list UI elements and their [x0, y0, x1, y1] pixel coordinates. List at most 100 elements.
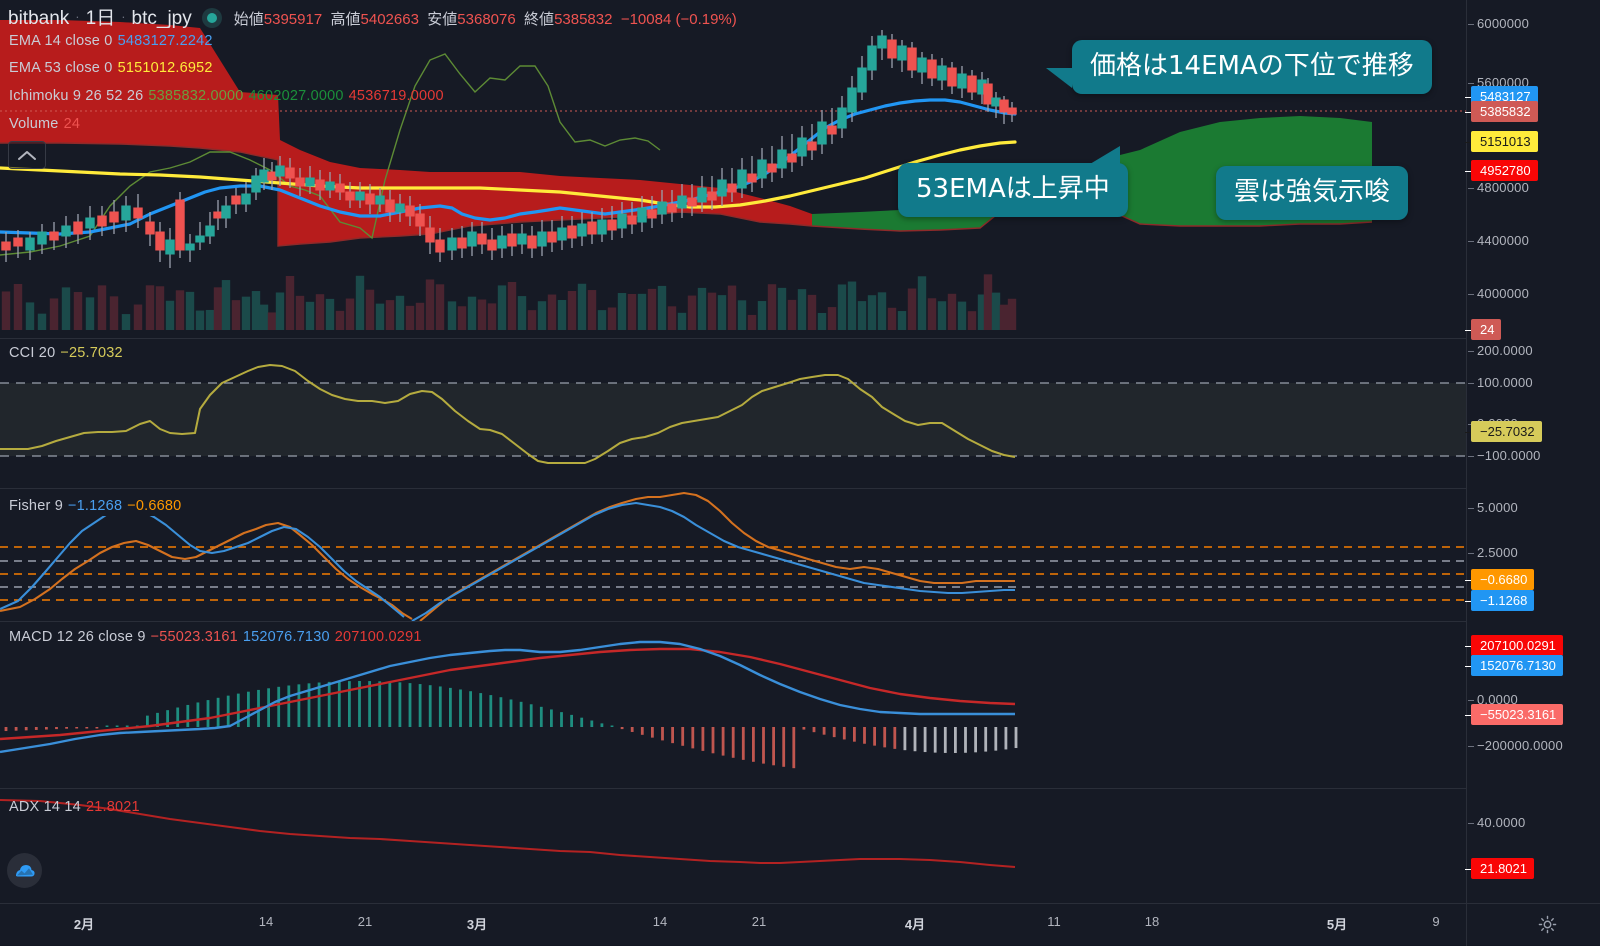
candle-body[interactable]	[375, 195, 385, 205]
volume-bar[interactable]	[221, 280, 231, 330]
volume-bar[interactable]	[517, 296, 527, 330]
volume-bar[interactable]	[185, 291, 195, 330]
volume-bar[interactable]	[295, 295, 305, 330]
candle-body[interactable]	[537, 231, 547, 247]
volume-bar[interactable]	[547, 294, 557, 330]
candle-body[interactable]	[507, 233, 517, 247]
volume-bar[interactable]	[707, 292, 717, 330]
volume-bar[interactable]	[717, 295, 727, 330]
volume-bar[interactable]	[405, 305, 415, 330]
volume-bar[interactable]	[999, 304, 1009, 330]
candle-body[interactable]	[385, 199, 395, 213]
volume-bar[interactable]	[687, 295, 697, 330]
volume-bar[interactable]	[231, 300, 241, 330]
legend-cci[interactable]: CCI 20 −25.7032	[9, 344, 128, 363]
volume-bar[interactable]	[677, 312, 687, 330]
volume-bar[interactable]	[837, 284, 847, 330]
candle-body[interactable]	[677, 195, 687, 209]
candle-body[interactable]	[717, 179, 727, 197]
annotation-cloud-bullish[interactable]: 雲は強気示唆	[1216, 166, 1409, 220]
volume-bar[interactable]	[757, 301, 767, 330]
volume-bar[interactable]	[697, 287, 707, 330]
candle-body[interactable]	[647, 209, 657, 219]
legend-adx[interactable]: ADX 14 14 21.8021	[9, 799, 140, 815]
candle-body[interactable]	[547, 231, 557, 243]
candle-body[interactable]	[305, 177, 315, 187]
annotation-price-below-14ema[interactable]: 価格は14EMAの下位で推移	[1046, 40, 1432, 94]
candle-body[interactable]	[667, 203, 677, 213]
adx-value-badge[interactable]: 21.8021	[1465, 858, 1534, 879]
volume-bar[interactable]	[827, 307, 837, 330]
candle-body[interactable]	[767, 163, 777, 173]
candle-body[interactable]	[121, 205, 131, 221]
legend-macd[interactable]: MACD 12 26 close 9 −55023.3161 152076.7130…	[9, 628, 427, 647]
timeframe-label[interactable]: 1日	[85, 8, 116, 29]
cci-value-badge[interactable]: −25.7032	[1465, 421, 1542, 442]
volume-bar[interactable]	[457, 306, 467, 330]
volume-bar[interactable]	[1007, 298, 1017, 330]
volume-bar[interactable]	[355, 275, 365, 330]
candle-body[interactable]	[1007, 107, 1017, 115]
candle-body[interactable]	[275, 165, 285, 177]
candle-body[interactable]	[627, 215, 637, 225]
macd-hist-badge[interactable]: −55023.3161	[1464, 704, 1564, 725]
candle-body[interactable]	[897, 45, 907, 61]
panel-fisher[interactable]	[0, 489, 1466, 621]
volume-bar[interactable]	[597, 310, 607, 330]
collapse-pane-button[interactable]	[8, 141, 46, 169]
candle-body[interactable]	[1, 241, 11, 251]
panel-cci[interactable]	[0, 339, 1466, 488]
volume-bar[interactable]	[37, 313, 47, 330]
volume-bar[interactable]	[241, 296, 251, 330]
volume-bar[interactable]	[305, 301, 315, 330]
candle-body[interactable]	[967, 75, 977, 93]
candle-body[interactable]	[947, 67, 957, 87]
legend-ema53[interactable]: EMA 53 close 0 5151012.6952	[9, 60, 213, 76]
ichimoku-price-badge[interactable]: 4952780	[1465, 160, 1538, 181]
candle-body[interactable]	[727, 183, 737, 193]
volume-bar[interactable]	[315, 294, 325, 330]
fisher-value-badge[interactable]: −1.1268	[1464, 590, 1535, 611]
chart-provider-logo[interactable]	[7, 853, 42, 888]
volume-bar[interactable]	[375, 303, 385, 330]
volume-bar[interactable]	[857, 301, 867, 330]
volume-bar[interactable]	[251, 291, 261, 330]
candle-body[interactable]	[133, 207, 143, 219]
volume-bar[interactable]	[165, 300, 175, 330]
candle-body[interactable]	[267, 171, 277, 181]
candle-body[interactable]	[757, 159, 767, 179]
volume-bar[interactable]	[557, 300, 567, 330]
candle-body[interactable]	[415, 213, 425, 227]
volume-bar[interactable]	[907, 288, 917, 330]
volume-bar[interactable]	[85, 297, 95, 330]
candle-body[interactable]	[155, 231, 165, 251]
candle-body[interactable]	[707, 191, 717, 201]
volume-bar[interactable]	[435, 284, 445, 330]
volume-bar[interactable]	[937, 301, 947, 330]
ema53-price-badge[interactable]: 5151013	[1465, 131, 1538, 152]
candle-body[interactable]	[109, 211, 119, 223]
volume-bar[interactable]	[385, 300, 395, 330]
volume-bar[interactable]	[787, 299, 797, 330]
candle-body[interactable]	[251, 175, 261, 193]
broker-name[interactable]: bitbank	[8, 8, 70, 29]
volume-bar[interactable]	[927, 298, 937, 330]
volume-bar[interactable]	[747, 314, 757, 330]
volume-bar[interactable]	[967, 311, 977, 330]
volume-bar[interactable]	[797, 289, 807, 330]
candlestick-series[interactable]	[0, 0, 1466, 338]
candle-body[interactable]	[817, 121, 827, 145]
candle-body[interactable]	[447, 237, 457, 251]
candle-body[interactable]	[355, 191, 365, 201]
volume-bar[interactable]	[133, 304, 143, 330]
candle-body[interactable]	[917, 57, 927, 73]
candle-body[interactable]	[607, 219, 617, 231]
cci-plot[interactable]	[0, 339, 1466, 488]
volume-bar[interactable]	[847, 281, 857, 330]
candle-body[interactable]	[365, 193, 375, 205]
volume-bar[interactable]	[637, 293, 647, 330]
volume-bar[interactable]	[977, 294, 987, 330]
candle-body[interactable]	[97, 215, 107, 227]
macd-line-badge[interactable]: 152076.7130	[1465, 655, 1563, 676]
volume-bar[interactable]	[25, 302, 35, 330]
